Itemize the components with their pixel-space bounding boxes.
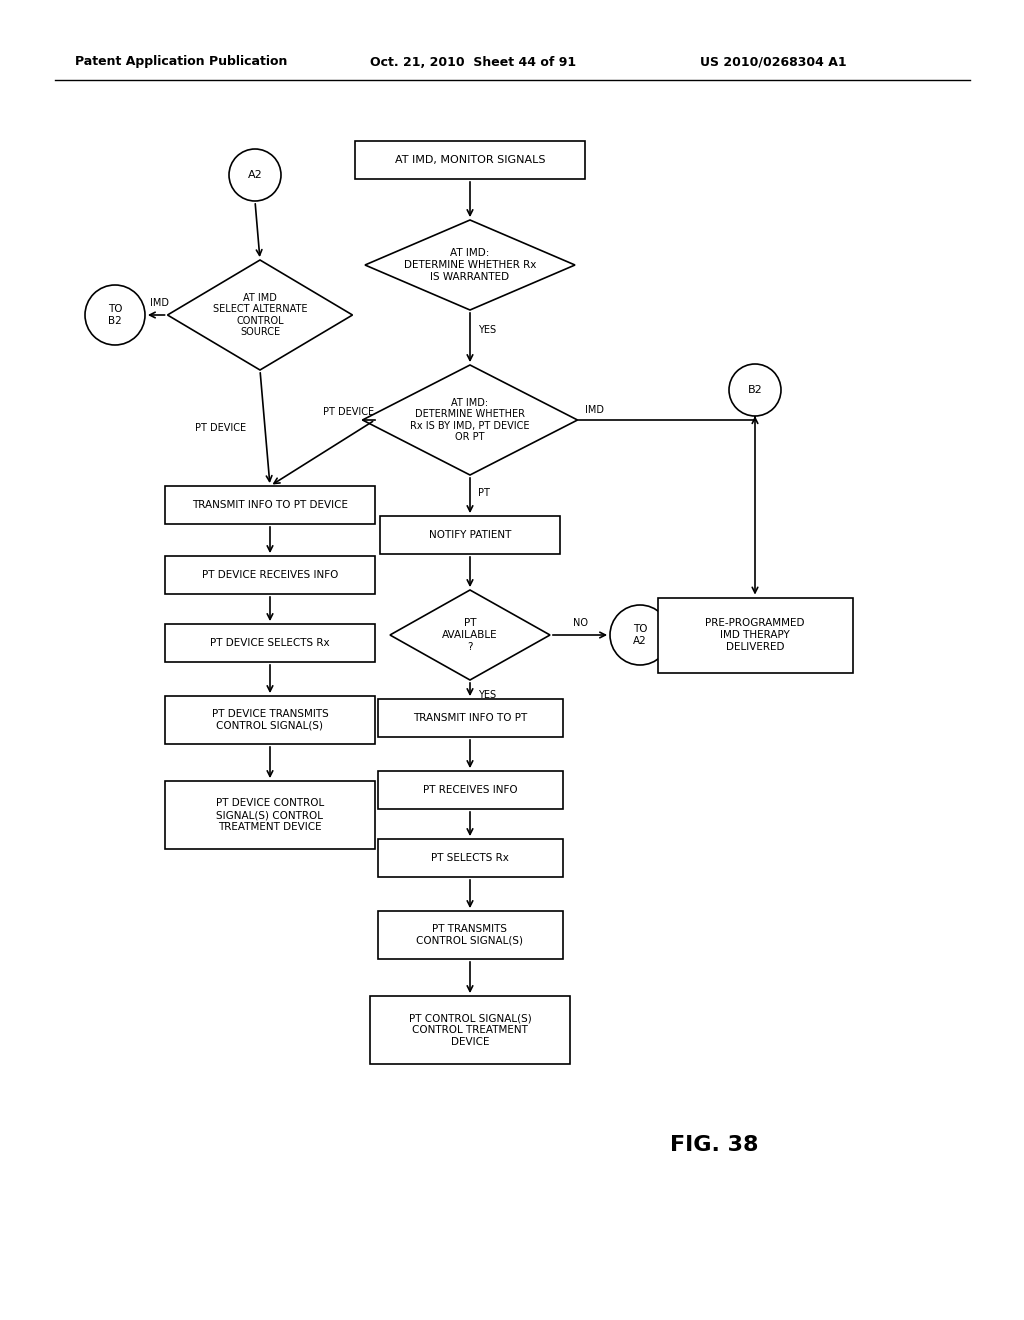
Text: PT DEVICE RECEIVES INFO: PT DEVICE RECEIVES INFO (202, 570, 338, 579)
Text: TRANSMIT INFO TO PT DEVICE: TRANSMIT INFO TO PT DEVICE (193, 500, 348, 510)
Bar (657, 598, 853, 672)
Bar (378, 911, 562, 960)
Text: PT DEVICE CONTROL
SIGNAL(S) CONTROL
TREATMENT DEVICE: PT DEVICE CONTROL SIGNAL(S) CONTROL TREA… (216, 799, 325, 832)
Bar (378, 771, 562, 809)
Text: Patent Application Publication: Patent Application Publication (75, 55, 288, 69)
Bar (165, 624, 375, 663)
Bar (165, 781, 375, 849)
Text: AT IMD
SELECT ALTERNATE
CONTROL
SOURCE: AT IMD SELECT ALTERNATE CONTROL SOURCE (213, 293, 307, 338)
Text: A2: A2 (248, 170, 262, 180)
Polygon shape (365, 220, 575, 310)
Circle shape (729, 364, 781, 416)
Circle shape (229, 149, 281, 201)
Text: TO
B2: TO B2 (108, 304, 122, 326)
Text: IMD: IMD (586, 405, 604, 414)
Text: TO
A2: TO A2 (633, 624, 647, 645)
Text: YES: YES (478, 690, 496, 700)
Text: PT DEVICE SELECTS Rx: PT DEVICE SELECTS Rx (210, 638, 330, 648)
Polygon shape (168, 260, 352, 370)
Text: PT TRANSMITS
CONTROL SIGNAL(S): PT TRANSMITS CONTROL SIGNAL(S) (417, 924, 523, 946)
Bar (165, 486, 375, 524)
Bar (378, 840, 562, 876)
Text: PRE-PROGRAMMED
IMD THERAPY
DELIVERED: PRE-PROGRAMMED IMD THERAPY DELIVERED (706, 618, 805, 652)
Text: FIG. 38: FIG. 38 (670, 1135, 759, 1155)
Text: PT DEVICE: PT DEVICE (324, 407, 375, 417)
Bar (378, 700, 562, 737)
Circle shape (85, 285, 145, 345)
Text: NO: NO (572, 618, 588, 628)
Text: PT
AVAILABLE
?: PT AVAILABLE ? (442, 618, 498, 652)
Text: AT IMD:
DETERMINE WHETHER Rx
IS WARRANTED: AT IMD: DETERMINE WHETHER Rx IS WARRANTE… (403, 248, 537, 281)
Text: NOTIFY PATIENT: NOTIFY PATIENT (429, 531, 511, 540)
Bar (370, 997, 570, 1064)
Text: US 2010/0268304 A1: US 2010/0268304 A1 (700, 55, 847, 69)
Text: IMD: IMD (150, 298, 169, 308)
Text: PT RECEIVES INFO: PT RECEIVES INFO (423, 785, 517, 795)
Bar (380, 516, 560, 554)
Text: PT: PT (478, 488, 489, 498)
Polygon shape (390, 590, 550, 680)
Text: AT IMD:
DETERMINE WHETHER
Rx IS BY IMD, PT DEVICE
OR PT: AT IMD: DETERMINE WHETHER Rx IS BY IMD, … (411, 397, 529, 442)
Bar (165, 696, 375, 744)
Text: AT IMD, MONITOR SIGNALS: AT IMD, MONITOR SIGNALS (394, 154, 545, 165)
Text: PT DEVICE TRANSMITS
CONTROL SIGNAL(S): PT DEVICE TRANSMITS CONTROL SIGNAL(S) (212, 709, 329, 731)
Circle shape (610, 605, 670, 665)
Text: Oct. 21, 2010  Sheet 44 of 91: Oct. 21, 2010 Sheet 44 of 91 (370, 55, 577, 69)
Text: TRANSMIT INFO TO PT: TRANSMIT INFO TO PT (413, 713, 527, 723)
Text: PT DEVICE: PT DEVICE (195, 422, 246, 433)
Text: B2: B2 (748, 385, 763, 395)
Text: YES: YES (478, 325, 496, 335)
Bar (355, 141, 585, 180)
Polygon shape (362, 366, 578, 475)
Text: PT SELECTS Rx: PT SELECTS Rx (431, 853, 509, 863)
Text: PT CONTROL SIGNAL(S)
CONTROL TREATMENT
DEVICE: PT CONTROL SIGNAL(S) CONTROL TREATMENT D… (409, 1014, 531, 1047)
Bar (165, 556, 375, 594)
